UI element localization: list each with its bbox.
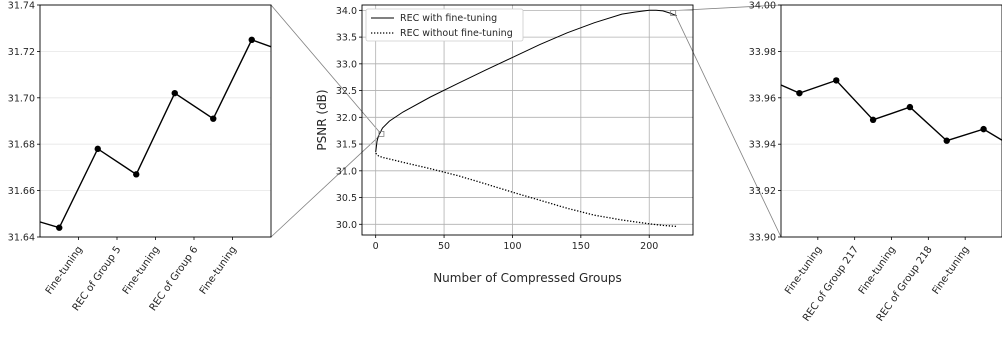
y-tick-label: 31.70	[8, 93, 35, 104]
x-axis-label: Number of Compressed Groups	[433, 271, 622, 285]
x-tick-label: Fine-tuning	[121, 244, 162, 296]
data-point	[94, 145, 101, 153]
x-tick-label: 200	[640, 241, 658, 252]
zoom-box	[378, 131, 385, 137]
zoom-box	[670, 10, 677, 16]
data-point	[906, 103, 914, 111]
series-line-1	[375, 152, 677, 228]
y-tick-label: 31.68	[8, 140, 35, 151]
x-tick-label: Fine-tuning	[44, 244, 85, 296]
y-tick-label: 33.96	[749, 93, 776, 104]
data-point	[980, 125, 987, 133]
data-point	[56, 224, 63, 231]
y-tick-label: 31.0	[336, 166, 357, 177]
axes-frame	[39, 4, 272, 238]
series-line	[781, 79, 1002, 142]
x-tick-label: Fine-tuning	[857, 244, 898, 296]
data-point	[943, 137, 950, 144]
data-point	[248, 36, 255, 43]
y-tick-label: 30.0	[336, 220, 357, 231]
data-point	[833, 77, 840, 84]
legend-label: REC without fine-tuning	[400, 28, 513, 39]
legend-label: REC with fine-tuning	[400, 13, 497, 24]
y-tick-label: 33.94	[749, 140, 776, 151]
y-tick-label: 31.66	[8, 186, 35, 197]
legend: REC with fine-tuning REC without fine-tun…	[365, 8, 524, 42]
data-point	[796, 89, 803, 97]
y-tick-label: 33.0	[336, 59, 357, 70]
y-tick-label: 34.0	[336, 6, 357, 17]
data-point	[210, 115, 217, 122]
series-line	[40, 38, 271, 229]
y-tick-label: 31.74	[8, 1, 35, 12]
data-point	[869, 116, 877, 124]
y-axis-label: PSNR (dB)	[315, 89, 329, 150]
x-tick-label: 0	[373, 241, 379, 252]
y-tick-label: 31.72	[8, 47, 35, 58]
x-tick-label: Fine-tuning	[931, 244, 972, 296]
zoom-connector	[270, 4, 380, 132]
y-tick-label: 33.92	[749, 186, 776, 197]
x-tick-label: Fine-tuning	[783, 244, 824, 296]
y-tick-label: 33.90	[749, 233, 776, 244]
y-tick-label: 34.00	[749, 1, 776, 12]
left-zoom-panel: 31.74 31.72 31.70 31.68 31.66 31.64 Fine-tunin…	[8, 1, 272, 313]
data-point	[171, 89, 178, 97]
x-tick-label: 100	[503, 241, 521, 252]
y-tick-label: 30.5	[336, 193, 357, 204]
x-tick-label: 50	[438, 241, 450, 252]
x-tick-label: 150	[572, 241, 590, 252]
y-tick-label: 33.98	[749, 47, 776, 58]
zoom-connector	[270, 136, 380, 238]
y-tick-label: 31.64	[8, 233, 35, 244]
axes-frame	[361, 4, 694, 236]
series-line-0	[375, 9, 677, 153]
data-point	[133, 171, 140, 178]
y-tick-label: 31.5	[336, 140, 357, 151]
y-tick-label: 32.5	[336, 86, 357, 97]
legend-box	[365, 8, 524, 42]
axes-frame	[780, 4, 1002, 238]
x-tick-label: Fine-tuning	[198, 244, 239, 296]
right-zoom-panel: 34.00 33.98 33.96 33.94 33.92 33.90 Fine-tunin…	[749, 1, 1002, 324]
y-tick-label: 32.0	[336, 113, 357, 124]
main-chart-panel: 34.0 33.5 33.0 32.5 32.0 31.5 31.0 30.5 30.0 0 50 1…	[315, 4, 694, 285]
y-tick-label: 33.5	[336, 33, 357, 44]
